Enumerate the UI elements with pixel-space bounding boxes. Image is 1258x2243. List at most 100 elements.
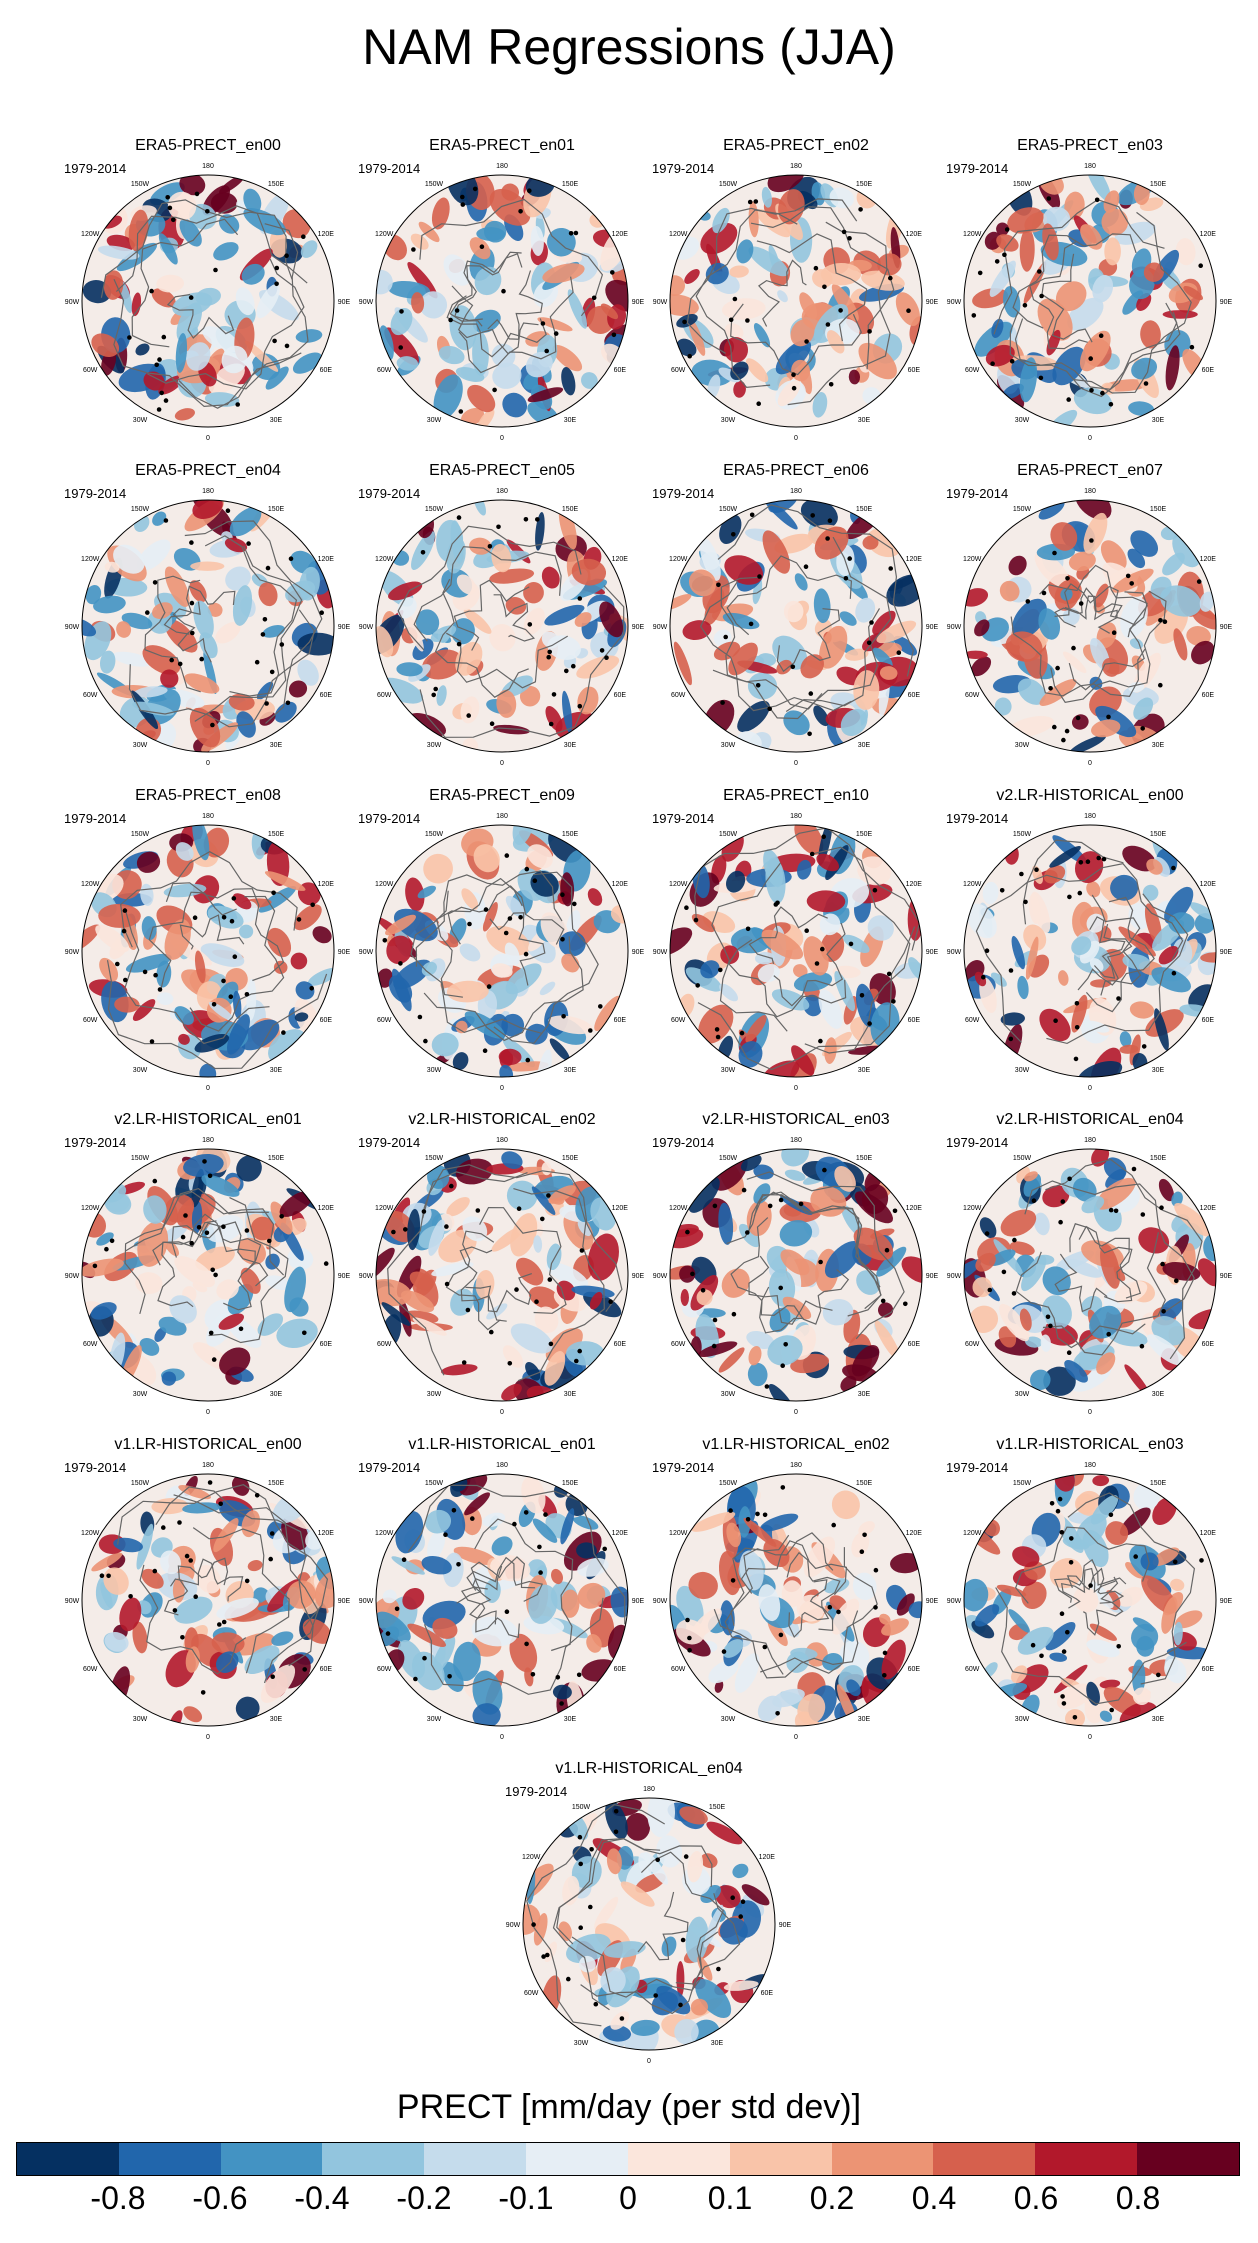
- longitude-label: 120E: [318, 881, 335, 888]
- longitude-label: 60E: [614, 1341, 627, 1348]
- longitude-label: 120E: [612, 231, 629, 238]
- longitude-label: 150E: [268, 1480, 285, 1487]
- map-panel: ERA5-PRECT_en09 1979-2014 180 150E 120E 90E 60…: [356, 787, 648, 1092]
- colorbar-swatch: [1035, 2143, 1138, 2175]
- longitude-label: 180: [643, 1786, 655, 1793]
- longitude-label: 90E: [926, 624, 939, 631]
- longitude-label: 30E: [564, 1391, 577, 1398]
- longitude-label: 120W: [669, 231, 688, 238]
- polar-map: 180 150E 120E 90E 60E 30E 0 30W 60W 90W 120W 150W: [359, 488, 645, 767]
- longitude-label: 60E: [761, 1990, 774, 1997]
- longitude-label: 0: [794, 760, 798, 767]
- longitude-label: 90E: [926, 1598, 939, 1605]
- longitude-label: 30E: [1152, 417, 1165, 424]
- longitude-label: 150E: [856, 1155, 873, 1162]
- longitude-label: 150E: [1150, 831, 1167, 838]
- panel-period: 1979-2014: [946, 161, 1009, 176]
- panel-period: 1979-2014: [505, 1784, 568, 1799]
- longitude-label: 60E: [320, 1017, 333, 1024]
- map-panel: v2.LR-HISTORICAL_en04 1979-2014 180 150E 120…: [944, 1111, 1236, 1416]
- longitude-label: 120E: [318, 556, 335, 563]
- longitude-label: 30W: [574, 2040, 589, 2047]
- longitude-label: 150W: [572, 1804, 591, 1811]
- map-panel: ERA5-PRECT_en07 1979-2014 180 150E 120E 90E 60…: [944, 462, 1236, 767]
- longitude-label: 150E: [268, 506, 285, 513]
- panel-title: v1.LR-HISTORICAL_en03: [996, 1436, 1184, 1453]
- longitude-label: 30E: [1152, 742, 1165, 749]
- map-panel: v2.LR-HISTORICAL_en01 1979-2014 180 150E 120…: [62, 1111, 354, 1416]
- longitude-label: 90E: [338, 949, 351, 956]
- panel-period: 1979-2014: [64, 161, 127, 176]
- precip-anomaly-field: [670, 1149, 922, 1401]
- precip-anomaly-field: [376, 175, 628, 427]
- longitude-label: 0: [500, 760, 504, 767]
- longitude-label: 60W: [965, 1017, 980, 1024]
- longitude-label: 150W: [425, 1480, 444, 1487]
- longitude-label: 0: [1088, 435, 1092, 442]
- polar-map: 180 150E 120E 90E 60E 30E 0 30W 60W 90W 120W 150W: [65, 163, 351, 442]
- longitude-label: 150E: [562, 831, 579, 838]
- precip-anomaly-field: [376, 500, 628, 752]
- precip-anomaly-field: [82, 500, 334, 752]
- map-boundary: [375, 1148, 629, 1402]
- longitude-label: 30E: [564, 1716, 577, 1723]
- longitude-label: 90E: [632, 1598, 645, 1605]
- longitude-label: 120W: [522, 1854, 541, 1861]
- longitude-label: 90W: [653, 949, 668, 956]
- map-panel: v2.LR-HISTORICAL_en03 1979-2014 180 150E 120…: [650, 1111, 942, 1416]
- map-panel: ERA5-PRECT_en05 1979-2014 180 150E 120E 90E 60…: [356, 462, 648, 767]
- longitude-label: 60W: [377, 1666, 392, 1673]
- longitude-label: 90W: [947, 1273, 962, 1280]
- panel-title: ERA5-PRECT_en08: [135, 787, 281, 804]
- longitude-label: 90E: [632, 624, 645, 631]
- precip-anomaly-field: [670, 500, 922, 752]
- longitude-label: 150E: [1150, 506, 1167, 513]
- longitude-label: 30E: [858, 1067, 871, 1074]
- longitude-label: 150E: [709, 1804, 726, 1811]
- longitude-label: 0: [794, 1085, 798, 1092]
- longitude-label: 150W: [131, 831, 150, 838]
- polar-map: 180 150E 120E 90E 60E 30E 0 30W 60W 90W 120W 150W: [653, 1137, 939, 1416]
- colorbar-tick-label: -0.2: [396, 2180, 452, 2216]
- longitude-label: 60E: [1202, 1017, 1215, 1024]
- polar-map: 180 150E 120E 90E 60E 30E 0 30W 60W 90W 120W 150W: [947, 488, 1233, 767]
- longitude-label: 120W: [669, 1205, 688, 1212]
- longitude-label: 90E: [926, 299, 939, 306]
- longitude-label: 90W: [359, 299, 374, 306]
- longitude-label: 180: [1084, 1462, 1096, 1469]
- longitude-label: 90W: [653, 1598, 668, 1605]
- longitude-label: 120W: [375, 231, 394, 238]
- longitude-label: 90E: [1220, 1273, 1233, 1280]
- longitude-label: 180: [1084, 1137, 1096, 1144]
- panel-period: 1979-2014: [358, 1135, 421, 1150]
- longitude-label: 120E: [906, 231, 923, 238]
- longitude-label: 0: [500, 1409, 504, 1416]
- longitude-label: 60W: [965, 367, 980, 374]
- polar-map: 180 150E 120E 90E 60E 30E 0 30W 60W 90W 120W 150W: [947, 813, 1233, 1092]
- longitude-label: 150W: [131, 181, 150, 188]
- longitude-label: 150E: [268, 831, 285, 838]
- longitude-label: 60W: [524, 1990, 539, 1997]
- longitude-label: 30W: [133, 417, 148, 424]
- longitude-label: 30W: [721, 742, 736, 749]
- longitude-label: 150W: [425, 506, 444, 513]
- longitude-label: 120E: [612, 556, 629, 563]
- panel-title: v1.LR-HISTORICAL_en01: [408, 1436, 596, 1453]
- longitude-label: 30E: [858, 1716, 871, 1723]
- longitude-label: 180: [790, 488, 802, 495]
- longitude-label: 120E: [612, 1530, 629, 1537]
- longitude-label: 150E: [1150, 1480, 1167, 1487]
- longitude-label: 90E: [632, 949, 645, 956]
- longitude-label: 60W: [965, 1666, 980, 1673]
- longitude-label: 90W: [65, 624, 80, 631]
- longitude-label: 180: [496, 1462, 508, 1469]
- longitude-label: 180: [1084, 813, 1096, 820]
- longitude-label: 30W: [133, 742, 148, 749]
- map-panel: v2.LR-HISTORICAL_en00 1979-2014 180 150E 120…: [944, 787, 1236, 1092]
- longitude-label: 30W: [133, 1067, 148, 1074]
- longitude-label: 90W: [65, 299, 80, 306]
- panel-title: ERA5-PRECT_en00: [135, 137, 281, 154]
- longitude-label: 30E: [564, 1067, 577, 1074]
- precip-anomaly-field: [82, 825, 334, 1077]
- longitude-label: 30W: [721, 1067, 736, 1074]
